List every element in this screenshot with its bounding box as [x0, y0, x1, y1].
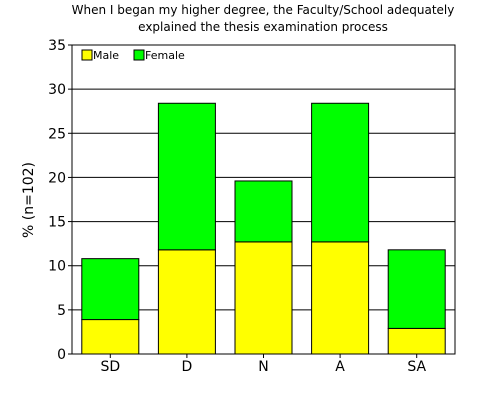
y-axis-label: % (n=102)	[21, 162, 37, 238]
x-tick-label: SA	[407, 359, 426, 375]
y-tick-label: 0	[57, 347, 66, 363]
bar-female-a	[311, 102, 370, 243]
y-tick-label: 35	[48, 38, 66, 54]
bar-male-sa	[387, 327, 446, 355]
y-tick-label: 25	[48, 126, 66, 142]
bars	[81, 102, 446, 355]
x-tick-label: A	[335, 359, 345, 375]
bar-male-a	[311, 241, 370, 355]
y-tick-label: 15	[48, 215, 66, 231]
chart-title-line-1: When I began my higher degree, the Facul…	[72, 3, 455, 17]
y-tick-label: 5	[57, 303, 66, 319]
y-tick-label: 30	[48, 82, 66, 98]
bar-female-sa	[387, 249, 446, 329]
bar-male-n	[234, 241, 293, 355]
bar-male-d	[157, 249, 216, 355]
bar-female-sd	[81, 258, 140, 321]
chart-title-line-2: explained the thesis examination process	[138, 20, 388, 34]
legend-swatch-female	[133, 49, 145, 61]
bar-female-n	[234, 180, 293, 243]
legend-swatch-male	[81, 49, 93, 61]
x-axis-ticks: SD D N A SA	[100, 354, 426, 375]
y-tick-label: 20	[48, 170, 66, 186]
y-tick-label: 10	[48, 259, 66, 275]
legend-label-male: Male	[93, 49, 119, 62]
x-tick-label: SD	[100, 359, 120, 375]
x-tick-label: D	[182, 359, 193, 375]
legend-label-female: Female	[145, 49, 185, 62]
y-axis-ticks: 0 5 10 15 20 25 30 35	[48, 38, 72, 363]
legend: Male Female	[81, 49, 185, 62]
bar-female-d	[157, 102, 216, 251]
x-tick-label: N	[258, 359, 268, 375]
bar-male-sd	[81, 319, 140, 355]
